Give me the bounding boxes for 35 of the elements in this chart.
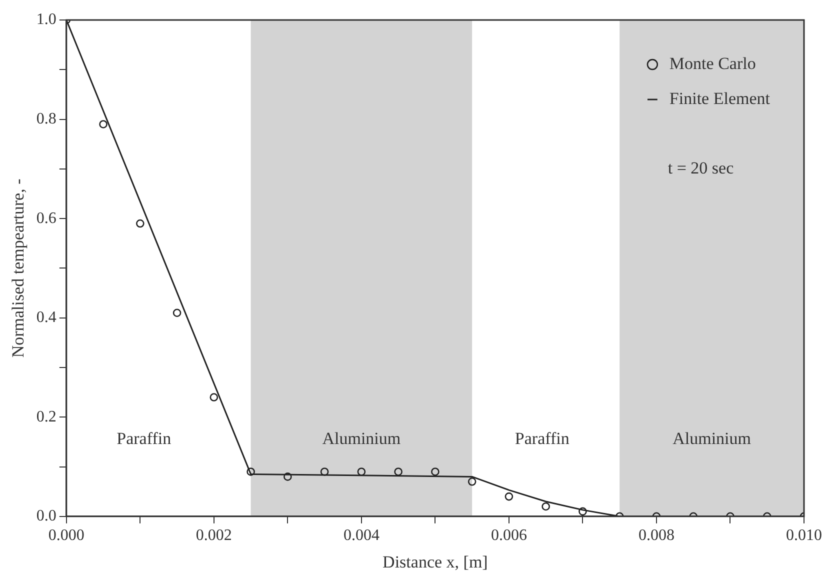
y-axis-title: Normalised tempearture, -: [8, 178, 28, 358]
band-label: Aluminium: [322, 428, 401, 448]
x-axis-title: Distance x, [m]: [382, 552, 488, 572]
band-label: Aluminium: [672, 428, 752, 448]
point: [320, 468, 329, 476]
annotation: t = 20 sec: [668, 158, 734, 178]
annotation: Paraffin: [116, 428, 172, 448]
y-tick-label: 0.0: [36, 508, 56, 525]
point: [172, 308, 182, 318]
x-tick-label: 0.002: [196, 527, 232, 544]
point: [284, 472, 292, 481]
point: [504, 492, 514, 501]
x-tick-label: 0.010: [786, 527, 822, 544]
legend-label: Monte Carlo: [669, 54, 756, 73]
annotation: Paraffin: [514, 428, 570, 448]
point: [394, 468, 402, 476]
y-tick-label: 0.4: [36, 309, 56, 326]
point: [136, 219, 144, 228]
x-tick-label: 0.000: [48, 527, 84, 544]
point: [431, 468, 440, 476]
x-tick-label: 0.004: [343, 527, 380, 544]
y-tick-label: 1.0: [36, 11, 56, 28]
point: [210, 393, 218, 402]
y-tick-label: 0.6: [36, 210, 56, 227]
point: [246, 468, 255, 476]
y-tick-label: 0.8: [36, 110, 56, 128]
x-tick-label: 0.006: [490, 527, 527, 544]
y-tick-label: 0.2: [36, 408, 56, 426]
point: [578, 507, 587, 516]
point: [357, 468, 366, 476]
legend-label: Finite Element: [669, 88, 770, 108]
point: [468, 478, 476, 486]
x-tick-label: 0.008: [638, 527, 674, 544]
point: [542, 502, 550, 511]
point: [99, 120, 108, 128]
